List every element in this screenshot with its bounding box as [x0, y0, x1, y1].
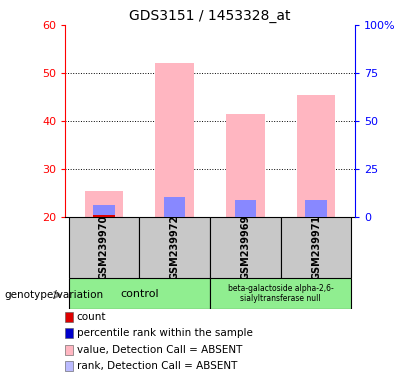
Bar [93, 215, 115, 217]
Text: GSM239972: GSM239972 [170, 215, 180, 280]
Bar [210, 217, 281, 278]
Bar [68, 278, 210, 309]
Bar [139, 217, 210, 278]
Text: value, Detection Call = ABSENT: value, Detection Call = ABSENT [77, 345, 242, 355]
Bar [281, 217, 352, 278]
Bar [155, 63, 194, 217]
Text: GSM239969: GSM239969 [240, 215, 250, 280]
Text: GSM239970: GSM239970 [99, 215, 109, 280]
Text: GSM239971: GSM239971 [311, 215, 321, 280]
Bar [84, 190, 123, 217]
Text: beta-galactoside alpha-2,6-
sialyltransferase null: beta-galactoside alpha-2,6- sialyltransf… [228, 284, 333, 303]
Bar [226, 114, 265, 217]
Text: control: control [120, 289, 159, 299]
Title: GDS3151 / 1453328_at: GDS3151 / 1453328_at [129, 8, 291, 23]
Bar [235, 200, 256, 217]
Text: percentile rank within the sample: percentile rank within the sample [77, 328, 253, 338]
Bar [297, 94, 336, 217]
Bar [305, 200, 327, 217]
Bar [93, 205, 115, 217]
Bar [210, 278, 352, 309]
Text: rank, Detection Call = ABSENT: rank, Detection Call = ABSENT [77, 361, 237, 371]
Text: genotype/variation: genotype/variation [4, 290, 103, 300]
Bar [68, 217, 139, 278]
Text: count: count [77, 312, 106, 322]
Bar [164, 197, 185, 217]
